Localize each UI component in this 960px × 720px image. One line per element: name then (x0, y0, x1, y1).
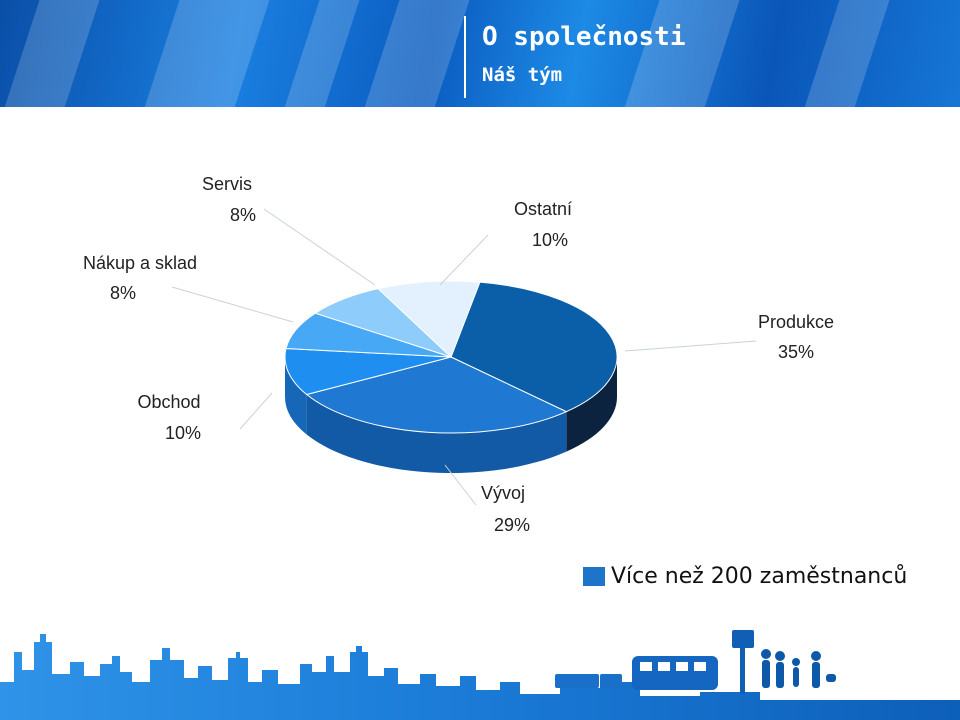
leader-line-obchod (239, 392, 273, 430)
pie-slice-obchod (284, 348, 452, 396)
slice-value-servis: 8% (230, 205, 256, 225)
legend-swatch (583, 567, 605, 586)
pie-slice-vyvoj (305, 356, 568, 434)
slice-name-obchod: Obchod (137, 392, 200, 412)
leader-line-vyvoj (444, 464, 477, 506)
leader-line-nakup-a-sklad (171, 286, 294, 323)
page-subtitle: Náš tým (482, 64, 563, 86)
header-divider (464, 16, 466, 98)
slice-name-servis: Servis (202, 174, 252, 194)
leader-line-produkce (624, 340, 757, 352)
slice-name-nakup-a-sklad: Nákup a sklad (83, 253, 197, 273)
leader-line-ostatni (439, 234, 489, 286)
pie-slice-side-vyvoj (306, 394, 567, 473)
slice-value-nakup-a-sklad: 8% (110, 283, 136, 303)
legend: Více než 200 zaměstnanců (583, 564, 907, 589)
leader-line-servis (263, 208, 376, 286)
slice-name-ostatni: Ostatní (514, 199, 572, 219)
city-skyline-illustration (0, 630, 960, 720)
slice-name-produkce: Produkce (758, 312, 834, 332)
page-title: O společnosti (482, 22, 686, 52)
pie-slice-side-produkce (566, 357, 617, 452)
pie-chart: Produkce 35% Vývoj 29% Obchod 10% Nákup a skla… (83, 174, 834, 535)
slice-name-vyvoj: Vývoj (481, 483, 525, 503)
slice-value-vyvoj: 29% (494, 515, 530, 535)
pie-slice-produkce (450, 281, 618, 413)
legend-label: Více než 200 zaměstnanců (611, 564, 908, 589)
slice-value-ostatni: 10% (532, 230, 568, 250)
slice-value-produkce: 35% (778, 342, 814, 362)
header-banner: O společnosti Náš tým (0, 0, 960, 107)
pie-slice-ostatni (377, 280, 481, 358)
slice-value-obchod: 10% (165, 423, 201, 443)
